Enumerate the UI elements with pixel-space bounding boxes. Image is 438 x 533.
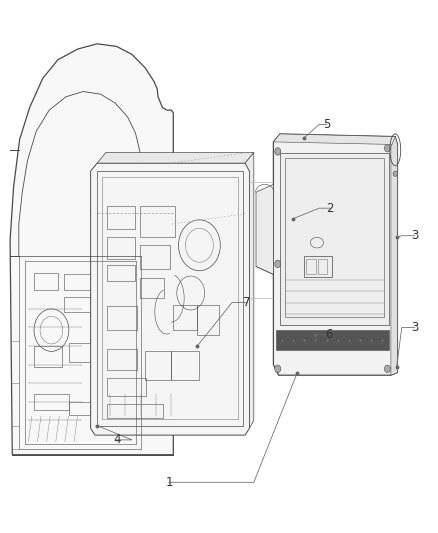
Text: 2: 2	[326, 201, 334, 215]
Bar	[276, 329, 389, 350]
Bar	[318, 259, 327, 274]
Polygon shape	[273, 134, 397, 375]
Bar	[96, 341, 118, 370]
Circle shape	[385, 144, 391, 152]
Polygon shape	[245, 152, 254, 428]
Polygon shape	[273, 134, 397, 144]
Bar	[107, 206, 135, 229]
Text: 4: 4	[113, 433, 120, 446]
Bar	[69, 402, 97, 415]
Bar	[145, 351, 171, 381]
Bar	[304, 256, 332, 277]
Circle shape	[385, 365, 391, 373]
Bar	[96, 375, 122, 391]
Bar	[107, 405, 163, 418]
Polygon shape	[97, 152, 254, 163]
Circle shape	[275, 148, 281, 155]
Bar	[171, 351, 199, 381]
Bar	[107, 265, 135, 281]
Text: 7: 7	[243, 296, 250, 309]
Bar	[107, 349, 137, 370]
Bar	[34, 394, 69, 410]
Bar	[64, 274, 99, 290]
Text: 3: 3	[411, 229, 419, 242]
Bar	[69, 343, 99, 362]
Bar	[97, 171, 243, 425]
Bar	[140, 206, 175, 237]
Bar	[64, 297, 91, 312]
Bar	[140, 245, 170, 269]
Polygon shape	[10, 44, 173, 455]
Text: 5: 5	[323, 118, 331, 131]
Bar	[102, 177, 238, 419]
Bar	[34, 346, 62, 367]
Circle shape	[275, 260, 281, 268]
Bar	[140, 278, 164, 298]
Bar	[280, 152, 389, 325]
Bar	[285, 158, 384, 317]
Bar	[107, 237, 135, 259]
Bar	[173, 305, 197, 330]
Polygon shape	[91, 163, 250, 435]
Bar	[197, 305, 219, 335]
Circle shape	[275, 365, 281, 373]
Text: 6: 6	[325, 328, 332, 341]
Polygon shape	[391, 136, 397, 375]
Polygon shape	[256, 184, 273, 274]
Text: 3: 3	[411, 321, 419, 334]
Bar	[107, 306, 137, 330]
Bar	[306, 259, 316, 274]
Circle shape	[393, 171, 397, 176]
Bar	[107, 378, 146, 397]
Bar	[34, 273, 58, 290]
Bar	[96, 398, 122, 413]
Text: 1: 1	[165, 476, 173, 489]
